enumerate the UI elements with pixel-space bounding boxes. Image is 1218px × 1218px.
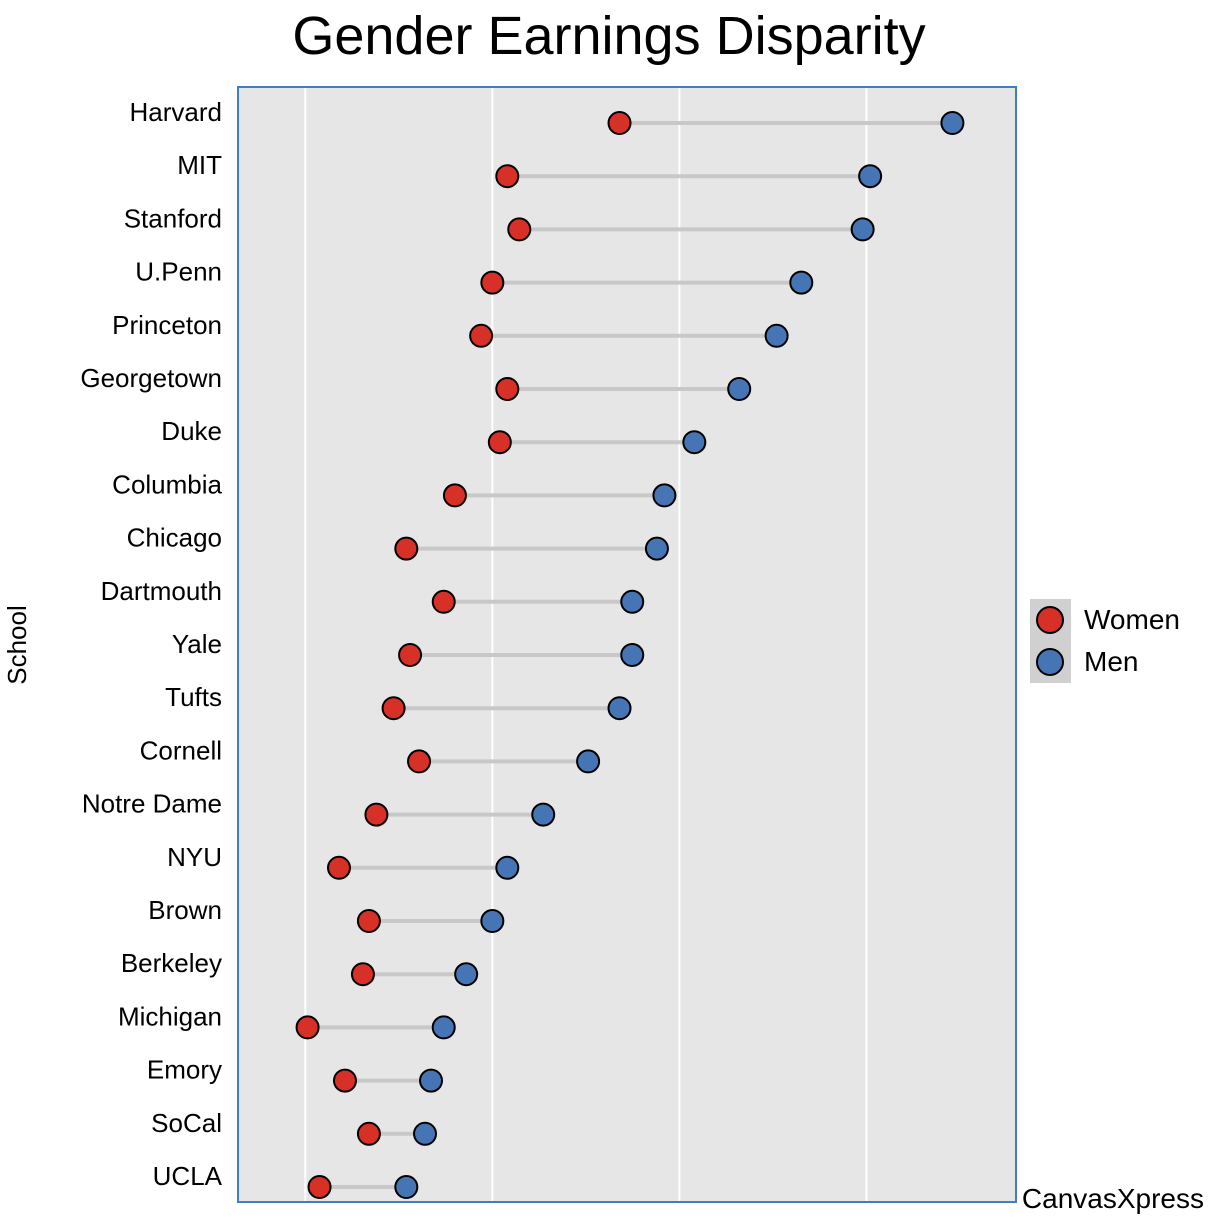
point-men xyxy=(576,749,601,774)
point-women xyxy=(480,270,505,295)
point-men xyxy=(727,377,752,401)
y-tick-label: Princeton xyxy=(112,310,222,340)
y-tick-label: Notre Dame xyxy=(82,789,222,819)
y-tick-label: Emory xyxy=(147,1055,222,1085)
point-women xyxy=(394,536,419,561)
y-axis-label: School xyxy=(2,605,32,685)
point-men xyxy=(764,323,789,348)
point-men xyxy=(394,1175,419,1199)
y-tick-label: Harvard xyxy=(130,97,222,127)
point-men xyxy=(940,111,965,135)
point-women xyxy=(442,483,467,508)
point-women xyxy=(407,749,432,774)
point-women xyxy=(295,1015,320,1040)
point-women xyxy=(607,111,632,135)
point-women xyxy=(356,909,381,933)
point-men xyxy=(431,1015,456,1040)
legend-marker-women xyxy=(1036,606,1064,634)
point-men xyxy=(454,962,479,987)
chart-title: Gender Earnings Disparity xyxy=(292,6,925,66)
legend-label-men: Men xyxy=(1084,646,1138,677)
y-tick-label: MIT xyxy=(177,150,222,180)
point-women xyxy=(431,589,456,614)
y-tick-label: Berkeley xyxy=(121,948,222,978)
point-women xyxy=(495,164,520,189)
point-women xyxy=(350,962,375,987)
point-men xyxy=(413,1121,438,1146)
point-men xyxy=(858,164,883,189)
y-tick-label: U.Penn xyxy=(135,257,222,287)
y-tick-label: NYU xyxy=(167,842,222,872)
y-tick-label: Duke xyxy=(161,416,222,446)
point-men xyxy=(682,430,707,455)
data-points xyxy=(295,111,965,1199)
y-tick-label: Georgetown xyxy=(80,363,222,393)
point-women xyxy=(487,430,512,455)
point-men xyxy=(620,643,645,667)
point-men xyxy=(652,483,677,508)
point-women xyxy=(332,1068,357,1093)
point-men xyxy=(620,589,645,614)
point-men xyxy=(850,217,875,242)
legend-label-women: Women xyxy=(1084,604,1180,635)
y-tick-label: SoCal xyxy=(151,1108,222,1138)
point-women xyxy=(307,1175,332,1199)
point-men xyxy=(789,270,814,295)
connector-lines xyxy=(307,121,953,1189)
point-women xyxy=(495,377,520,401)
y-tick-label: Yale xyxy=(172,629,222,659)
point-women xyxy=(398,643,423,667)
y-tick-label: Cornell xyxy=(140,735,222,765)
y-tick-label: Michigan xyxy=(118,1001,222,1031)
y-tick-label: Chicago xyxy=(127,523,222,553)
point-men xyxy=(607,696,632,721)
y-tick-label: Tufts xyxy=(165,682,222,712)
point-men xyxy=(495,855,520,880)
legend: Women Men xyxy=(1030,599,1180,683)
y-tick-label: Dartmouth xyxy=(101,576,222,606)
y-tick-label: Columbia xyxy=(112,469,222,499)
point-women xyxy=(469,323,494,348)
point-men xyxy=(531,802,556,827)
point-men xyxy=(644,536,669,561)
point-women xyxy=(507,217,532,242)
point-women xyxy=(381,696,406,721)
point-men xyxy=(419,1068,444,1093)
point-women xyxy=(356,1121,381,1146)
point-men xyxy=(480,909,505,933)
point-women xyxy=(326,855,351,880)
y-tick-label: UCLA xyxy=(153,1161,223,1191)
point-women xyxy=(364,802,389,827)
y-tick-label: Stanford xyxy=(124,203,222,233)
brand-label: CanvasXpress xyxy=(1022,1183,1204,1214)
y-tick-label: Brown xyxy=(148,895,222,925)
y-tick-labels: Harvard MIT Stanford U.Penn Princeton Georget… xyxy=(80,97,222,1191)
legend-marker-men xyxy=(1036,648,1064,676)
